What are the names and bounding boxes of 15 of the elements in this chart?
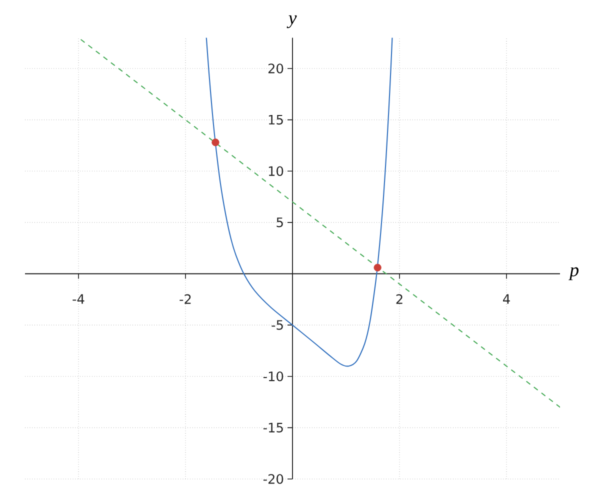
y-tick-label: -20 (263, 474, 284, 484)
y-tick-label: 20 (268, 64, 284, 74)
x-axis-title: p (568, 267, 579, 280)
y-tick-label: -5 (272, 320, 283, 330)
x-tick-label: 2 (396, 294, 402, 304)
y-tick-label: 10 (268, 166, 284, 176)
x-tick-label: -2 (180, 294, 191, 304)
x-tick-label: -4 (72, 294, 84, 304)
x-tick-label: 4 (503, 294, 510, 304)
line-series (206, 38, 393, 367)
y-tick-label: 5 (276, 218, 283, 228)
y-tick-label: 15 (268, 114, 283, 125)
y-tick-label: -10 (263, 371, 284, 382)
y-axis-title: y (286, 15, 297, 28)
y-tick-label: -15 (263, 422, 283, 433)
